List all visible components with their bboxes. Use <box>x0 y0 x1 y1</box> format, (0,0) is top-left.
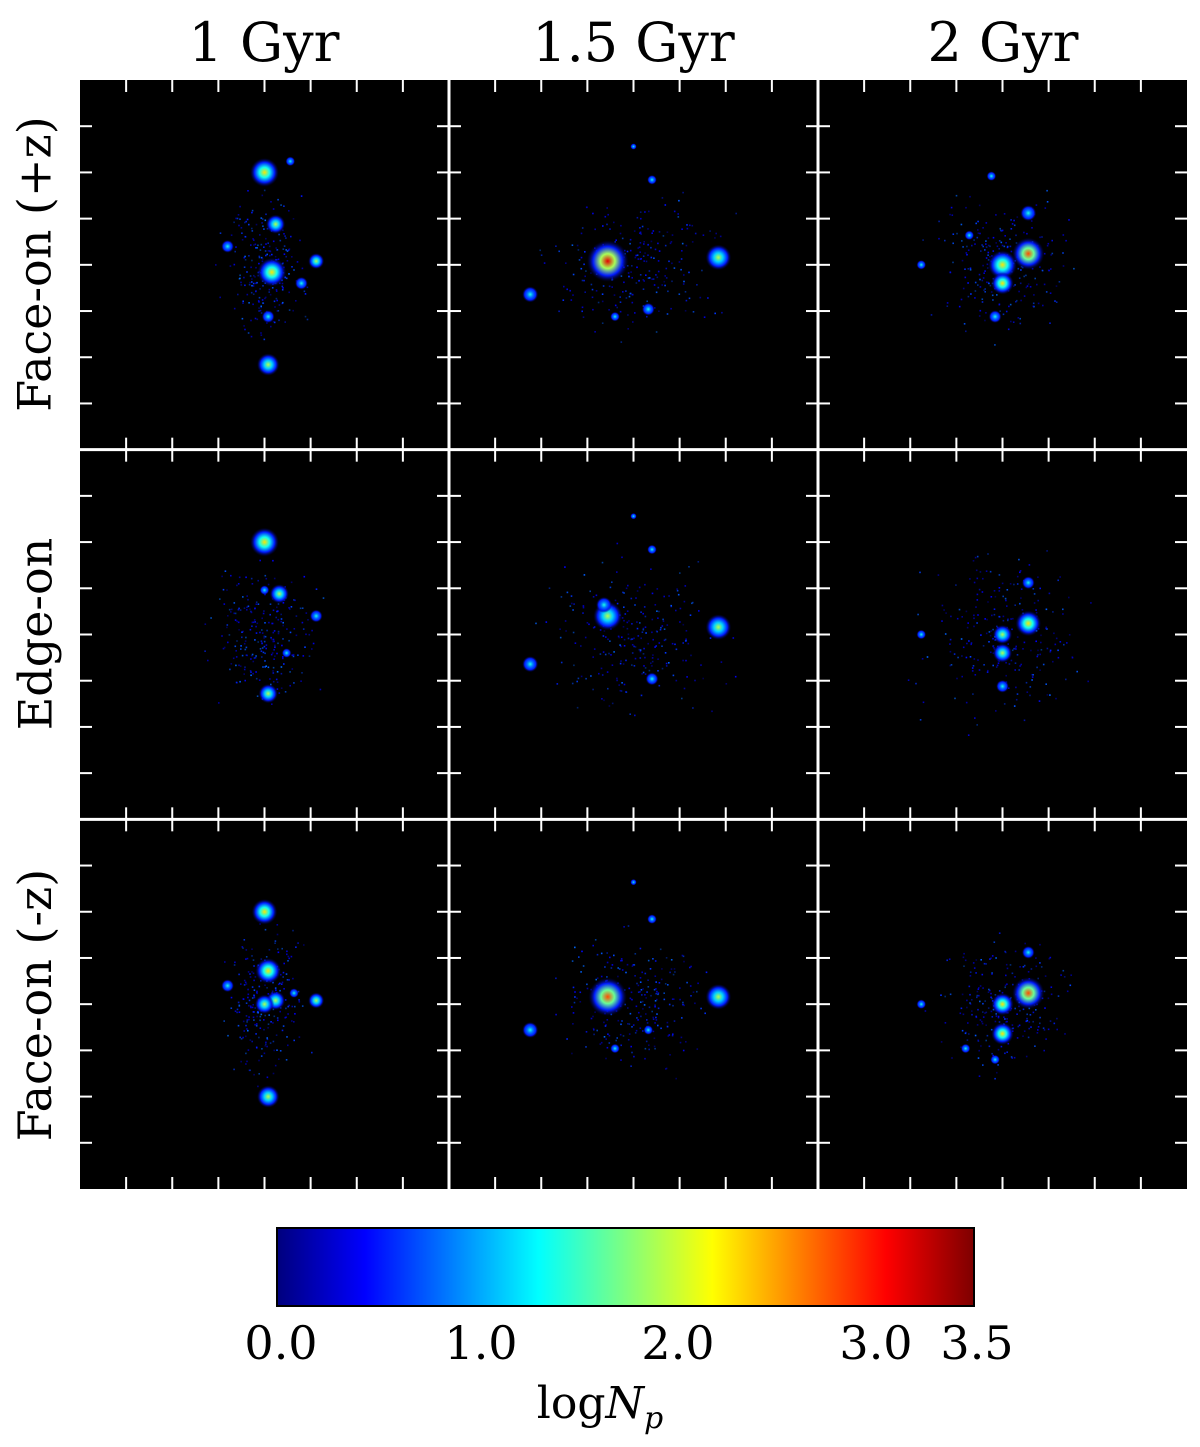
panel-ticks-2-2 <box>449 449 818 820</box>
colorbar-tick-2: 2.0 <box>641 1316 715 1370</box>
density-map-grid <box>80 80 1187 1189</box>
panel-dividers <box>80 80 1187 1189</box>
panel-ticks-1-2 <box>449 80 818 450</box>
colorbar-tick-4: 3.5 <box>940 1316 1014 1370</box>
colorbar <box>276 1227 975 1307</box>
colorbar-tick-1: 1.0 <box>444 1316 518 1370</box>
row-label-2: Edge-on <box>8 537 62 731</box>
panel-1-3 <box>916 171 1075 346</box>
panel-ticks-2-3 <box>818 449 1187 820</box>
column-title-2: 1.5 Gyr <box>532 11 735 74</box>
colorbar-tick-0: 0.0 <box>244 1316 318 1370</box>
density-map-svg <box>80 80 1187 1189</box>
panel-1-2 <box>522 143 737 343</box>
column-title-1: 1 Gyr <box>188 11 340 74</box>
row-label-3: Face-on (-z) <box>8 868 62 1141</box>
colorbar-label: logNp <box>536 1378 664 1436</box>
panel-ticks-3-1 <box>80 819 449 1189</box>
panel-2-2 <box>522 513 737 717</box>
panel-2-1 <box>204 527 325 705</box>
panel-ticks-3-3 <box>818 819 1187 1189</box>
panel-ticks-2-1 <box>80 449 449 820</box>
column-title-3: 2 Gyr <box>927 11 1079 74</box>
panel-ticks-1-1 <box>80 80 449 450</box>
panel-ticks-3-2 <box>449 819 818 1189</box>
row-label-1: Face-on (+z) <box>8 116 62 412</box>
panel-3-1 <box>221 899 325 1108</box>
panel-ticks-1-3 <box>818 80 1187 450</box>
panel-1-1 <box>215 156 325 376</box>
panel-3-3 <box>916 932 1072 1080</box>
colorbar-tick-3: 3.0 <box>839 1316 913 1370</box>
panel-2-3 <box>907 550 1092 736</box>
panel-3-2 <box>522 879 732 1080</box>
